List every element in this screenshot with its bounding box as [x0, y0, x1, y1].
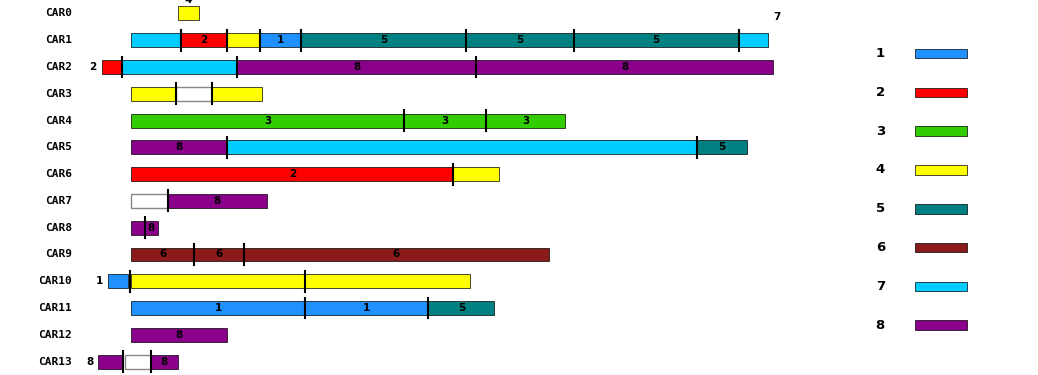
Text: CAR7: CAR7 — [45, 196, 72, 206]
Text: CAR0: CAR0 — [45, 8, 72, 18]
Bar — [102, 60, 121, 74]
Text: CAR5: CAR5 — [45, 142, 72, 152]
Text: CAR6: CAR6 — [45, 169, 72, 179]
Text: 8: 8 — [175, 142, 183, 152]
Bar — [125, 355, 152, 369]
Bar — [916, 243, 967, 252]
Text: 5: 5 — [718, 142, 726, 152]
Text: CAR2: CAR2 — [45, 62, 72, 72]
Bar — [476, 60, 773, 74]
Text: CAR1: CAR1 — [45, 35, 72, 45]
Text: 7: 7 — [876, 280, 885, 293]
Text: 8: 8 — [353, 62, 360, 72]
Text: CAR8: CAR8 — [45, 223, 72, 232]
Bar — [152, 355, 177, 369]
Text: 1: 1 — [97, 276, 104, 286]
Text: CAR12: CAR12 — [38, 330, 72, 340]
Text: 5: 5 — [876, 202, 885, 215]
Text: 1: 1 — [277, 35, 284, 45]
Bar — [99, 355, 121, 369]
Text: 8: 8 — [86, 357, 93, 367]
Bar — [227, 140, 698, 154]
Bar — [301, 33, 466, 47]
Bar — [132, 167, 454, 181]
Text: CAR10: CAR10 — [38, 276, 72, 286]
Bar — [132, 301, 305, 315]
Bar — [132, 221, 144, 235]
Bar — [168, 194, 267, 208]
Bar — [916, 87, 967, 97]
Text: 6: 6 — [159, 249, 166, 259]
Bar — [132, 328, 227, 342]
Text: CAR3: CAR3 — [45, 89, 72, 99]
Bar — [404, 114, 486, 128]
Bar — [121, 60, 237, 74]
Text: CAR13: CAR13 — [38, 357, 72, 367]
Bar — [916, 165, 967, 175]
Text: CAR4: CAR4 — [45, 116, 72, 126]
Text: 3: 3 — [264, 116, 271, 126]
Text: 4: 4 — [876, 164, 885, 177]
Bar — [176, 87, 213, 101]
Bar — [574, 33, 739, 47]
Bar — [132, 87, 176, 101]
Text: 2: 2 — [200, 35, 208, 45]
Text: 3: 3 — [522, 116, 529, 126]
Bar — [305, 274, 470, 288]
Bar — [429, 301, 494, 315]
Text: 3: 3 — [441, 116, 448, 126]
Bar — [132, 140, 227, 154]
Bar — [237, 60, 476, 74]
Bar — [132, 248, 194, 261]
Text: 4: 4 — [185, 0, 192, 5]
Bar — [181, 33, 227, 47]
Bar — [132, 194, 168, 208]
Text: 6: 6 — [215, 249, 222, 259]
Text: 8: 8 — [621, 62, 628, 72]
Bar — [486, 114, 566, 128]
Bar — [132, 114, 404, 128]
Text: 5: 5 — [458, 303, 465, 313]
Bar — [213, 87, 262, 101]
Bar — [177, 6, 199, 20]
Bar — [108, 274, 129, 288]
Bar — [916, 49, 967, 58]
Bar — [244, 248, 549, 261]
Text: 5: 5 — [517, 35, 524, 45]
Text: 8: 8 — [214, 196, 221, 206]
Text: 5: 5 — [380, 35, 387, 45]
Bar — [466, 33, 574, 47]
Bar — [916, 320, 967, 330]
Text: 8: 8 — [161, 357, 168, 367]
Text: 1: 1 — [363, 303, 371, 313]
Text: 8: 8 — [147, 223, 155, 232]
Text: 3: 3 — [876, 124, 885, 138]
Text: 5: 5 — [653, 35, 660, 45]
Text: 6: 6 — [876, 241, 885, 254]
Bar — [454, 167, 499, 181]
Text: CAR11: CAR11 — [38, 303, 72, 313]
Bar — [144, 221, 158, 235]
Bar — [132, 33, 181, 47]
Bar — [916, 126, 967, 136]
Text: 2: 2 — [89, 62, 97, 72]
Bar — [916, 204, 967, 214]
Text: CAR9: CAR9 — [45, 249, 72, 259]
Bar — [305, 301, 429, 315]
Bar — [227, 33, 261, 47]
Text: 2: 2 — [876, 86, 885, 99]
Text: 7: 7 — [773, 12, 781, 22]
Text: 1: 1 — [215, 303, 222, 313]
Text: 6: 6 — [392, 249, 400, 259]
Text: 1: 1 — [876, 47, 885, 60]
Bar — [916, 282, 967, 291]
Bar — [698, 140, 747, 154]
Text: 8: 8 — [876, 319, 885, 332]
Text: 8: 8 — [175, 330, 183, 340]
Bar — [261, 33, 301, 47]
Bar — [739, 33, 768, 47]
Bar — [132, 274, 305, 288]
Bar — [194, 248, 244, 261]
Text: 2: 2 — [289, 169, 296, 179]
